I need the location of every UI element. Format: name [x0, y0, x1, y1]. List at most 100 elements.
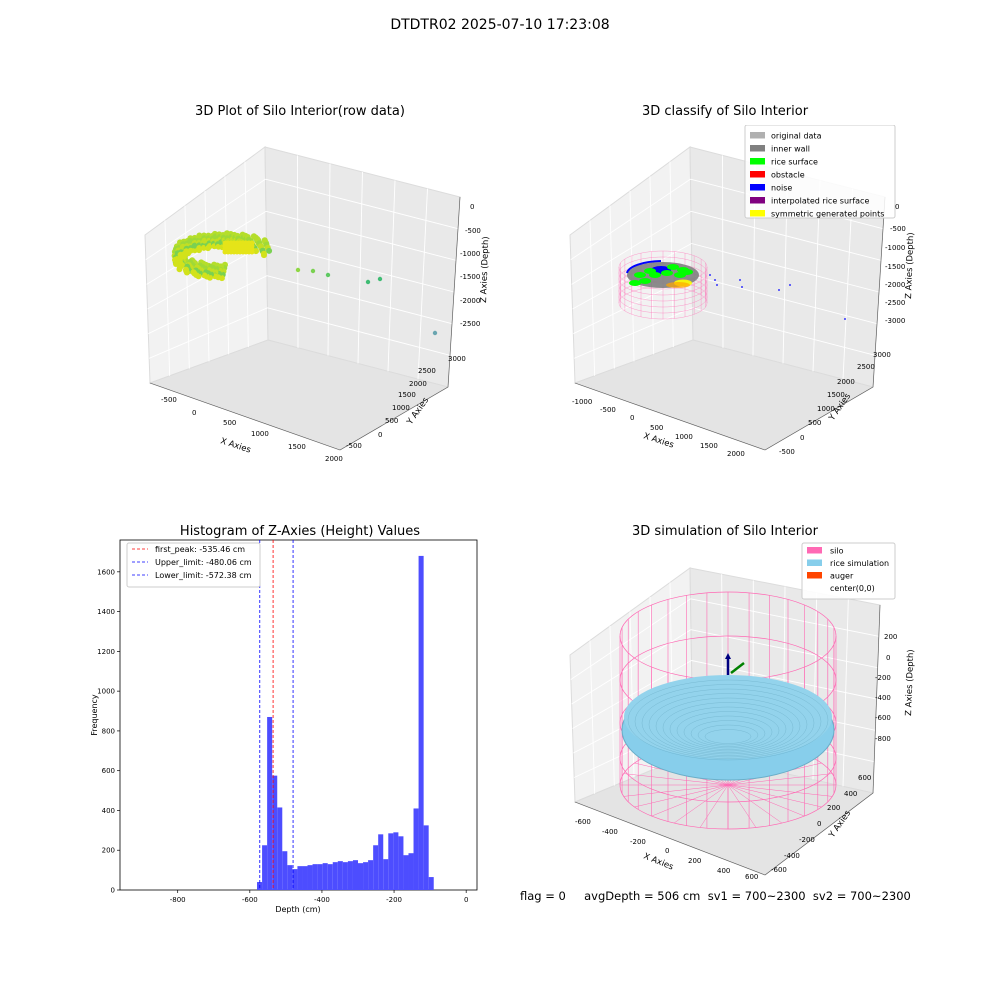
histogram-xtick-label: -200: [386, 896, 402, 904]
panel2-title: 3D classify of Silo Interior: [641, 104, 809, 119]
silo-spoke: [727, 784, 833, 797]
histogram-xtick-label: -600: [242, 896, 258, 904]
panel4-title: 3D simulation of Silo Interior: [632, 524, 818, 539]
p1-ytick: 1000: [392, 404, 410, 412]
p1-zlabel: Z Axies (Depth): [479, 236, 491, 303]
panel1-axes: -500 0 500 1000 1500 2000 X Axies -500 0…: [149, 196, 491, 463]
p4-ztick: 0: [886, 654, 890, 662]
histogram-ytick-label: 400: [102, 807, 115, 815]
p2-ytick: 1000: [817, 405, 835, 413]
p4-zlabel: Z Axies (Depth): [904, 649, 916, 716]
legend-swatch: [750, 210, 765, 217]
p2-xtick: -500: [600, 406, 616, 414]
p2-ytick: 2000: [837, 378, 855, 386]
histogram-bar: [428, 877, 434, 890]
legend-label: Upper_limit: -480.06 cm: [155, 558, 252, 567]
panel2-3d-plot: -1000 -500 0 500 1000 1500 2000 X Axies …: [569, 125, 916, 458]
histogram-ytick-label: 200: [102, 847, 115, 855]
p2-xtick: 500: [650, 424, 663, 432]
p2-ytick: -500: [779, 448, 795, 456]
silo-spoke: [727, 784, 757, 828]
panel1-title: 3D Plot of Silo Interior(row data): [195, 104, 405, 119]
histogram-xtick-label: 0: [464, 896, 468, 904]
silo-spoke: [623, 773, 729, 786]
histogram-bar: [358, 863, 364, 890]
histogram-bar: [312, 864, 318, 890]
panel2-axes: -1000 -500 0 500 1000 1500 2000 X Axies …: [572, 196, 916, 458]
histogram-bars: [257, 555, 434, 890]
p1-ytick: 3000: [448, 355, 466, 363]
histogram-ytick-label: 1000: [97, 688, 115, 696]
p4-xlabel: X Axies: [642, 852, 675, 873]
histogram-bar: [398, 836, 404, 890]
p2-ytick: 2500: [857, 363, 875, 371]
p1-xtick: -500: [161, 396, 177, 404]
p4-xtick: 400: [717, 867, 730, 875]
p1-xtick: 2000: [325, 455, 343, 463]
histogram-bar: [363, 862, 369, 890]
p4-xtick: 200: [688, 857, 701, 865]
legend-swatch: [750, 171, 765, 178]
p2-ztick: -1500: [885, 263, 905, 271]
histogram-bar: [393, 832, 399, 890]
histogram-bar: [332, 862, 338, 890]
legend-swatch: [750, 197, 765, 204]
histogram-bar: [342, 862, 348, 890]
histogram-ylabel: Frequency: [90, 694, 99, 736]
legend-label: noise: [771, 184, 792, 193]
panel1-panes: [144, 146, 461, 451]
histogram-bar: [378, 834, 384, 890]
histogram-legend: first_peak: -535.46 cm Upper_limit: -480.…: [126, 542, 261, 588]
legend-label: interpolated rice surface: [771, 197, 869, 206]
rice-mesh-line: [648, 693, 808, 756]
p4-ytick: 600: [858, 774, 871, 782]
histogram-bar: [423, 825, 429, 890]
histogram-bar: [413, 808, 419, 890]
legend-label: auger: [830, 572, 854, 581]
p2-ztick: -500: [890, 225, 906, 233]
p4-ztick: -400: [875, 694, 891, 702]
rice-mesh-line: [655, 697, 801, 755]
p1-ztick: 0: [470, 203, 474, 211]
p1-ztick: -1500: [460, 273, 480, 281]
histogram-yticks: 0 200 400 600 800 1000 1200 1400 1600: [97, 568, 120, 895]
p2-ztick: 0: [895, 203, 899, 211]
silo-spoke: [651, 784, 729, 817]
p4-xtick: 0: [665, 847, 669, 855]
silo-spoke: [673, 784, 729, 824]
p4-ztick: -800: [875, 735, 891, 743]
histogram-bar: [287, 865, 293, 890]
rice-mesh-line: [662, 702, 794, 753]
p2-xtick: 1500: [700, 442, 718, 450]
p2-xtick: -1000: [572, 398, 592, 406]
panel1-points: [171, 230, 438, 336]
p1-ytick: 500: [385, 417, 398, 425]
histogram-bar: [383, 859, 389, 890]
silo-spoke: [727, 784, 805, 817]
p2-ztick: -1000: [885, 244, 905, 252]
histogram-bar: [403, 855, 409, 890]
histogram-bar: [307, 865, 313, 890]
histogram-bar: [327, 864, 333, 890]
histogram-xticks: -800 -600 -400 -200 0: [170, 890, 468, 904]
silo-spoke: [727, 773, 833, 786]
histogram-xlabel: Depth (cm): [275, 905, 320, 914]
silo-spoke: [634, 784, 729, 808]
histogram-ytick-label: 600: [102, 767, 115, 775]
rice-simulation-surface: [621, 675, 835, 781]
histogram-ytick-label: 1400: [97, 608, 115, 616]
legend-swatch: [750, 184, 765, 191]
p1-xtick: 1000: [251, 430, 269, 438]
silo-spoke: [623, 784, 729, 797]
p2-ztick: -2000: [885, 281, 905, 289]
histogram-bar: [418, 555, 424, 890]
p2-xtick: 2000: [727, 450, 745, 458]
p2-ytick: 1500: [827, 391, 845, 399]
p2-zlabel: Z Axies (Depth): [904, 232, 916, 299]
histogram-bar: [282, 851, 288, 890]
legend-swatch: [750, 132, 765, 139]
silo-spoke: [699, 784, 729, 828]
rice-mesh-line: [704, 729, 752, 744]
p1-xtick: 0: [192, 409, 196, 417]
histogram-xtick-label: -400: [314, 896, 330, 904]
